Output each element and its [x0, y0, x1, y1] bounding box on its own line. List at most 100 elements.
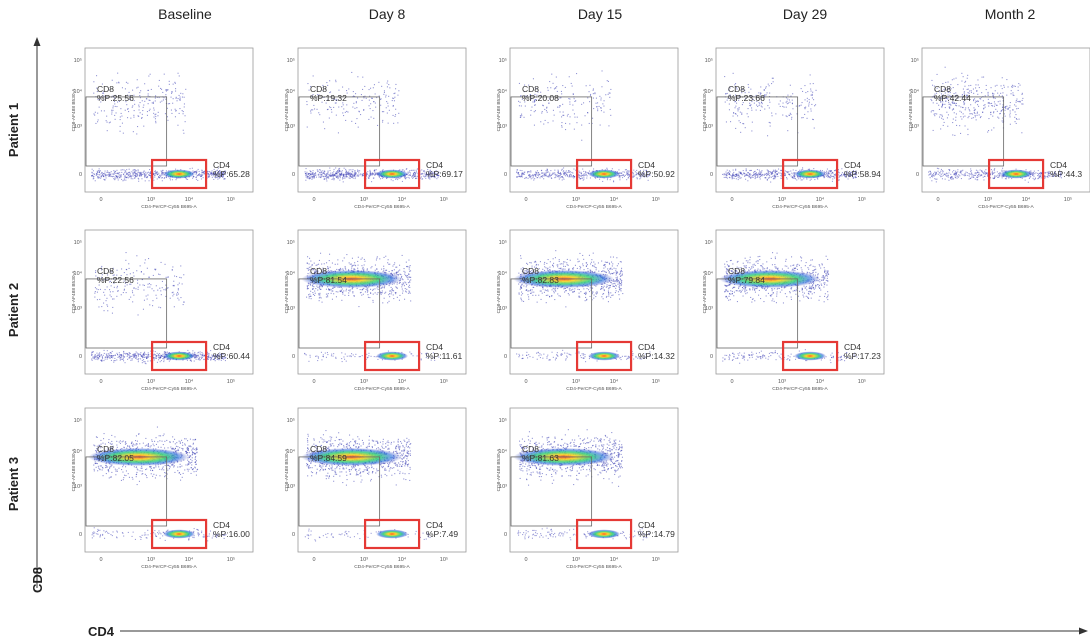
event-dot — [104, 279, 106, 281]
event-dot — [375, 259, 377, 261]
event-dot — [347, 111, 349, 113]
event-dot — [798, 178, 800, 180]
event-dot — [354, 178, 356, 180]
event-dot — [737, 174, 739, 176]
event-dot — [340, 174, 342, 176]
event-dot — [312, 109, 314, 111]
event-dot — [159, 274, 161, 276]
event-dot — [649, 174, 651, 176]
event-dot — [208, 174, 210, 176]
event-dot — [994, 90, 996, 92]
event-dot — [769, 176, 771, 178]
event-dot — [314, 294, 316, 296]
event-dot — [188, 351, 190, 353]
event-dot — [601, 86, 603, 88]
event-dot — [393, 97, 395, 99]
event-dot — [1018, 118, 1020, 120]
event-dot — [974, 98, 976, 100]
event-dot — [552, 173, 554, 175]
event-dot — [805, 92, 807, 94]
event-dot — [940, 93, 942, 95]
event-dot — [1016, 118, 1018, 120]
event-dot — [423, 170, 425, 172]
event-dot — [346, 92, 348, 94]
event-dot — [123, 176, 125, 178]
event-dot — [306, 296, 308, 298]
event-dot — [945, 100, 947, 102]
event-dot — [143, 173, 145, 175]
event-dot — [370, 116, 372, 118]
event-dot — [398, 112, 400, 114]
event-dot — [349, 174, 351, 176]
event-dot — [217, 175, 219, 177]
event-dot — [332, 98, 334, 100]
event-dot — [952, 101, 954, 103]
x-tick-label: 10⁵ — [227, 378, 235, 385]
event-dot — [587, 112, 589, 114]
event-dot — [985, 84, 987, 86]
event-dot — [157, 173, 159, 175]
event-dot — [216, 356, 218, 358]
event-dot — [955, 171, 957, 173]
event-dot — [742, 102, 744, 104]
event-dot — [549, 81, 551, 83]
event-dot — [317, 171, 319, 173]
event-dot — [130, 98, 132, 100]
event-dot — [123, 288, 125, 290]
event-dot — [196, 172, 198, 174]
event-dot — [759, 172, 761, 174]
event-dot — [1038, 177, 1040, 179]
event-dot — [397, 274, 399, 276]
event-dot — [373, 84, 375, 86]
event-dot — [774, 178, 776, 180]
event-dot — [179, 99, 181, 101]
event-dot — [342, 181, 344, 183]
event-dot — [947, 125, 949, 127]
event-dot — [551, 177, 553, 179]
event-dot — [368, 174, 370, 176]
event-dot — [160, 290, 162, 292]
event-dot — [104, 179, 106, 181]
event-dot — [620, 175, 622, 177]
event-dot — [356, 175, 358, 177]
event-dot — [554, 177, 556, 179]
event-dot — [116, 176, 118, 178]
event-dot — [967, 174, 969, 176]
event-dot — [354, 262, 356, 264]
event-dot — [613, 181, 615, 183]
event-dot — [961, 174, 963, 176]
event-dot — [745, 168, 747, 170]
event-dot — [795, 169, 797, 171]
event-dot — [983, 172, 985, 174]
event-dot — [1016, 108, 1018, 110]
event-dot — [589, 177, 591, 179]
event-dot — [590, 93, 592, 95]
event-dot — [134, 353, 136, 355]
event-dot — [1039, 175, 1041, 177]
cd4-gate-name: CD4 — [844, 160, 861, 170]
event-dot — [1057, 175, 1059, 177]
event-dot — [182, 304, 184, 306]
event-dot — [968, 92, 970, 94]
y-tick-label: 10⁴ — [74, 270, 83, 277]
event-dot — [398, 270, 400, 272]
event-dot — [155, 171, 157, 173]
event-dot — [120, 358, 122, 360]
event-dot — [741, 174, 743, 176]
event-dot — [102, 357, 104, 359]
event-dot — [96, 356, 98, 358]
event-dot — [100, 276, 102, 278]
event-dot — [381, 111, 383, 113]
event-dot — [993, 127, 995, 129]
event-dot — [826, 172, 828, 174]
event-dot — [957, 171, 959, 173]
event-dot — [1035, 172, 1037, 174]
event-dot — [133, 294, 135, 296]
event-dot — [952, 178, 954, 180]
event-dot — [987, 102, 989, 104]
event-dot — [120, 169, 122, 171]
event-dot — [185, 178, 187, 180]
event-dot — [1001, 95, 1003, 97]
event-dot — [148, 99, 150, 101]
event-dot — [172, 266, 174, 268]
